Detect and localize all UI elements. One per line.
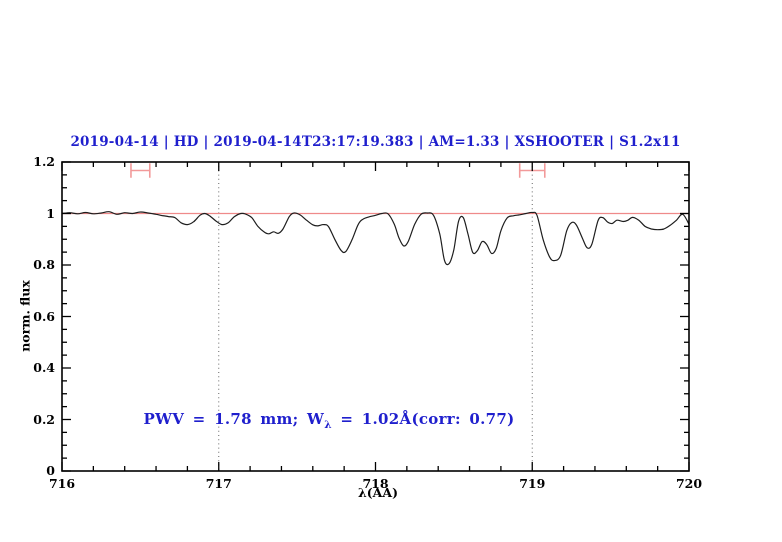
x-axis-label: λ(AA) (358, 485, 398, 500)
spectrum-line (61, 211, 690, 266)
pwv-annotation: PWV = 1.78 mm; Wλ = 1.02Å(corr: 0.77) (144, 410, 515, 431)
plot-title: 2019-04-14 | HD | 2019-04-14T23:17:19.38… (70, 134, 681, 150)
x-tick-label: 719 (519, 476, 546, 491)
x-tick-label: 720 (675, 476, 703, 491)
y-tick-label: 1.2 (33, 154, 55, 169)
x-tick-label: 716 (48, 476, 76, 491)
annotation-lambda-subscript: λ (324, 418, 332, 431)
y-tick-label: 0.2 (33, 411, 55, 427)
annotation-part1: PWV = 1.78 mm; W (143, 409, 325, 428)
y-tick-label: 0.8 (33, 257, 55, 272)
y-tick-label: 1 (46, 205, 55, 221)
x-tick-label: 717 (205, 476, 232, 491)
x-tick-label: 718 (362, 476, 389, 491)
y-tick-label: 0.4 (33, 360, 55, 375)
y-tick-label: 0.6 (33, 308, 55, 324)
annotation-part2: = 1.02Å(corr: 0.77) (331, 409, 515, 428)
plot-frame (61, 161, 690, 472)
interval-marker (130, 163, 151, 178)
y-axis-label: norm. flux (17, 280, 33, 352)
y-tick-label: 0 (46, 463, 55, 478)
